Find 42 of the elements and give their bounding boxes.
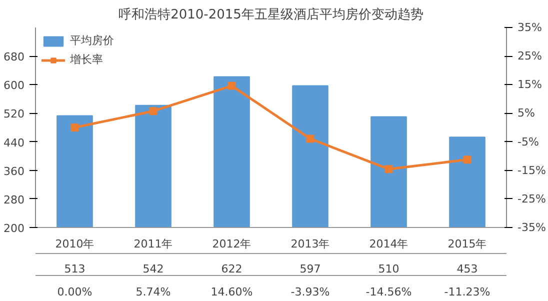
point xyxy=(149,107,158,116)
data-label: 14.60% xyxy=(210,286,253,298)
y-tick-label: 200 xyxy=(4,222,25,235)
data-label: 513 xyxy=(64,262,86,276)
y-tick-label: 600 xyxy=(4,79,25,92)
point xyxy=(70,124,79,132)
x-tick-label: 2015年 xyxy=(448,238,487,250)
legend-label: 平均房价 xyxy=(70,33,114,48)
y2-tick-label: 5% xyxy=(518,106,535,120)
data-label: 453 xyxy=(456,262,478,276)
x-tick-label: 2013年 xyxy=(290,238,330,250)
y-tick-label: 280 xyxy=(4,193,25,206)
data-label: 5.74% xyxy=(136,286,171,298)
data-label: -11.23% xyxy=(444,286,490,298)
x-tick-label: 2014年 xyxy=(369,238,408,250)
y-tick-label: 440 xyxy=(4,136,25,150)
data-label: 597 xyxy=(300,262,321,276)
point xyxy=(463,156,472,164)
point xyxy=(306,134,314,143)
y2-tick-label: -5% xyxy=(518,135,539,148)
point xyxy=(228,82,236,90)
chart-title: 呼和浩特2010-2015年五星级酒店平均房价变动趋势 xyxy=(118,6,424,22)
data-label: 542 xyxy=(142,262,164,276)
y-tick-label: 360 xyxy=(4,164,25,178)
y2-tick-label: -15% xyxy=(518,164,546,177)
data-label: 622 xyxy=(221,262,242,276)
data-label: -3.93% xyxy=(290,286,330,298)
y-tick-label: 520 xyxy=(4,108,25,121)
data-label: -14.56% xyxy=(366,286,412,298)
y-tick-label: 680 xyxy=(4,50,25,64)
data-label: 0.00% xyxy=(57,286,92,298)
x-tick-label: 2010年 xyxy=(55,238,94,250)
point xyxy=(384,165,393,174)
x-tick-label: 2011年 xyxy=(134,238,173,250)
y2-tick-label: 35% xyxy=(518,21,542,34)
y2-tick-label: -35% xyxy=(518,221,546,234)
x-tick-label: 2012年 xyxy=(212,238,252,250)
y2-tick-label: -25% xyxy=(518,192,546,206)
y2-tick-label: 15% xyxy=(518,78,542,92)
legend-label: 增长率 xyxy=(70,52,103,67)
y2-tick-label: 25% xyxy=(518,50,542,63)
data-label: 510 xyxy=(378,262,400,276)
